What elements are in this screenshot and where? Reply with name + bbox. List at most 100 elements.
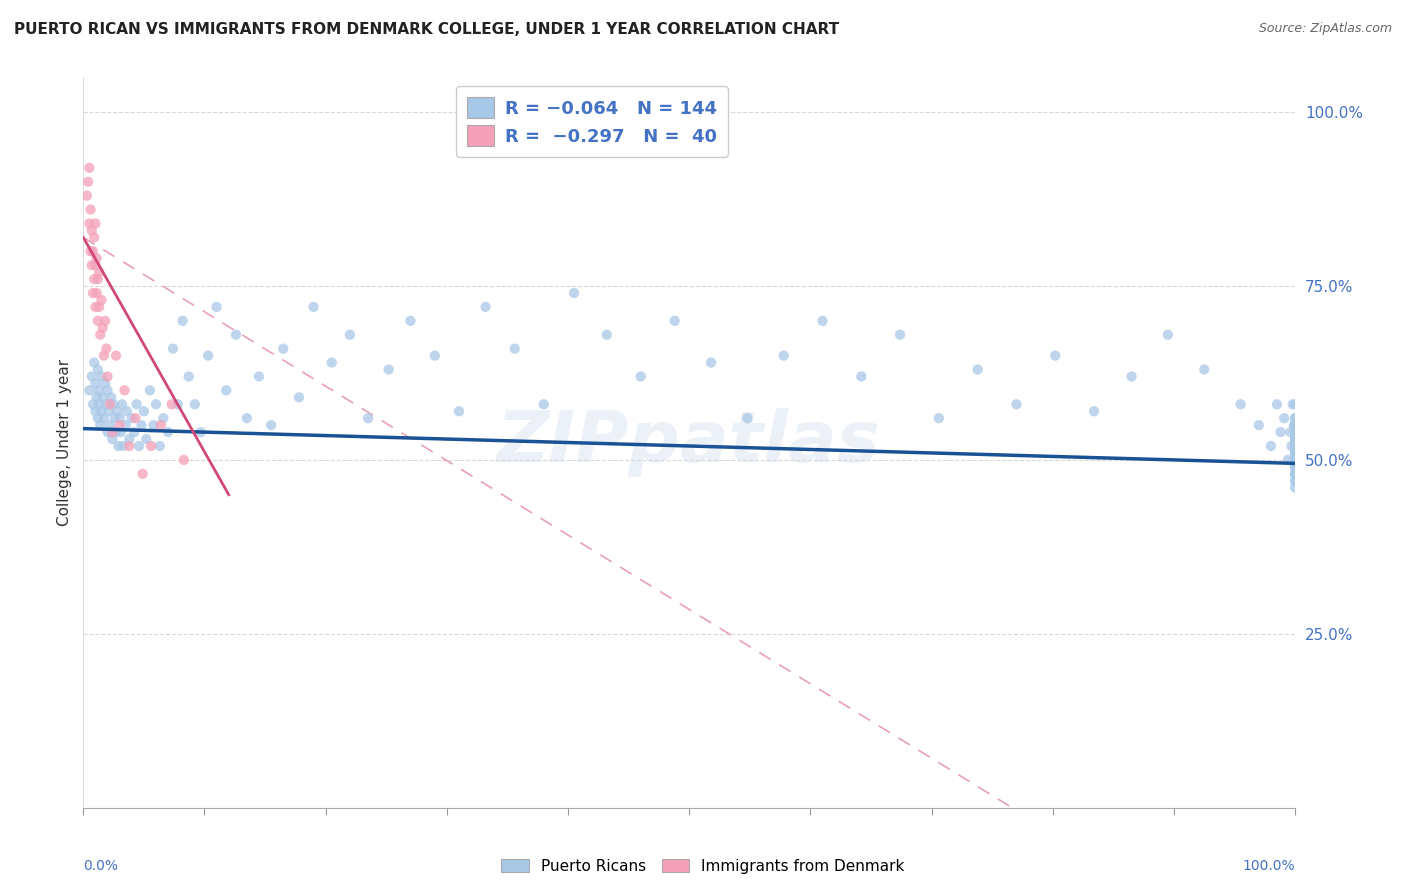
Point <box>260 418 283 433</box>
Point <box>118 432 141 446</box>
Point <box>737 411 759 425</box>
Point <box>131 467 153 481</box>
Point <box>79 244 101 259</box>
Point <box>107 439 129 453</box>
Point <box>100 390 122 404</box>
Point <box>108 411 131 425</box>
Point <box>1270 425 1292 439</box>
Point <box>83 272 105 286</box>
Point <box>1284 446 1306 460</box>
Point <box>247 369 270 384</box>
Point <box>115 404 138 418</box>
Point <box>101 425 124 439</box>
Point <box>96 384 118 398</box>
Point <box>149 418 172 433</box>
Point <box>1284 418 1306 433</box>
Point <box>89 418 111 433</box>
Point <box>1284 453 1306 467</box>
Point <box>87 362 110 376</box>
Point <box>93 349 115 363</box>
Point <box>145 397 167 411</box>
Point <box>423 349 446 363</box>
Point <box>84 376 107 391</box>
Point <box>1282 418 1305 433</box>
Point <box>172 314 194 328</box>
Point <box>1260 439 1282 453</box>
Point <box>79 384 101 398</box>
Point <box>1284 481 1306 495</box>
Point <box>84 258 107 272</box>
Point <box>132 404 155 418</box>
Point <box>141 439 163 453</box>
Point <box>1265 397 1288 411</box>
Point <box>83 230 105 244</box>
Point <box>1284 453 1306 467</box>
Point <box>105 425 128 439</box>
Point <box>89 327 111 342</box>
Point <box>321 355 343 369</box>
Point <box>139 384 162 398</box>
Point <box>1284 474 1306 488</box>
Point <box>162 342 184 356</box>
Legend: Puerto Ricans, Immigrants from Denmark: Puerto Ricans, Immigrants from Denmark <box>495 853 911 880</box>
Point <box>1194 362 1216 376</box>
Point <box>86 285 108 300</box>
Point <box>90 404 112 418</box>
Point <box>288 390 311 404</box>
Point <box>1284 439 1306 453</box>
Point <box>184 397 207 411</box>
Point <box>149 439 172 453</box>
Point <box>1005 397 1028 411</box>
Point <box>98 418 121 433</box>
Legend: R = −0.064   N = 144, R =  −0.297   N =  40: R = −0.064 N = 144, R = −0.297 N = 40 <box>457 87 728 157</box>
Point <box>121 411 143 425</box>
Point <box>1284 425 1306 439</box>
Point <box>1083 404 1105 418</box>
Point <box>96 342 118 356</box>
Point <box>96 425 118 439</box>
Point <box>1284 459 1306 474</box>
Point <box>91 320 114 334</box>
Point <box>928 411 950 425</box>
Point <box>177 369 200 384</box>
Point <box>1284 467 1306 481</box>
Point <box>79 202 101 217</box>
Point <box>96 397 118 411</box>
Point <box>86 390 108 404</box>
Point <box>377 362 399 376</box>
Point <box>1281 439 1303 453</box>
Point <box>84 300 107 314</box>
Point <box>1284 439 1306 453</box>
Point <box>772 349 794 363</box>
Point <box>339 327 361 342</box>
Point <box>1284 467 1306 481</box>
Y-axis label: College, Under 1 year: College, Under 1 year <box>58 359 72 526</box>
Point <box>302 300 325 314</box>
Point <box>87 265 110 279</box>
Point <box>1284 418 1306 433</box>
Point <box>87 411 110 425</box>
Point <box>1284 432 1306 446</box>
Point <box>1284 411 1306 425</box>
Point <box>157 425 180 439</box>
Point <box>82 285 104 300</box>
Point <box>225 327 247 342</box>
Point <box>103 397 125 411</box>
Point <box>474 300 496 314</box>
Point <box>447 404 470 418</box>
Point <box>124 411 146 425</box>
Point <box>1281 397 1303 411</box>
Point <box>1284 467 1306 481</box>
Point <box>131 418 153 433</box>
Point <box>1284 453 1306 467</box>
Point <box>1121 369 1143 384</box>
Point <box>1284 459 1306 474</box>
Point <box>79 217 101 231</box>
Point <box>87 314 110 328</box>
Point <box>1045 349 1067 363</box>
Point <box>105 349 128 363</box>
Text: Source: ZipAtlas.com: Source: ZipAtlas.com <box>1258 22 1392 36</box>
Point <box>173 453 195 467</box>
Point <box>79 161 101 175</box>
Point <box>1284 397 1306 411</box>
